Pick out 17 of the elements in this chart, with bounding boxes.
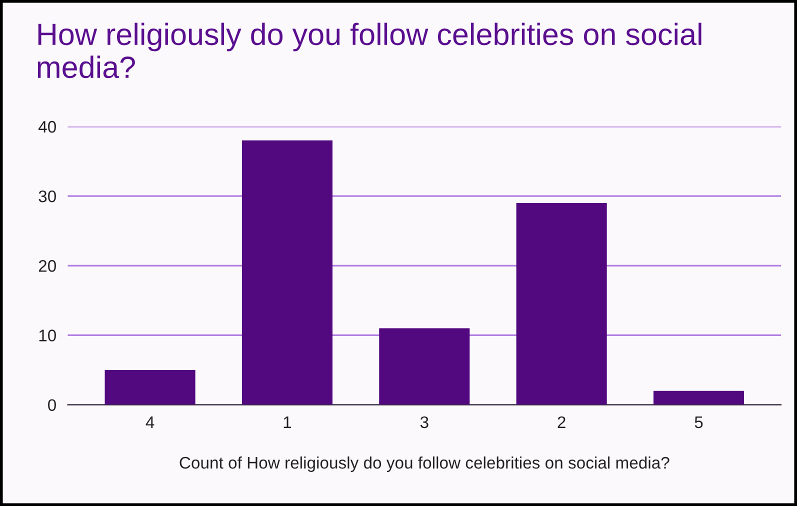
bar — [516, 203, 607, 405]
bar — [104, 370, 196, 405]
x-tick-label: 4 — [146, 416, 154, 428]
chart-title: How religiously do you follow celebrities on social media? — [38, 22, 702, 78]
bar — [653, 390, 744, 405]
bar — [379, 328, 470, 405]
y-tick-label: 30 — [38, 190, 56, 202]
x-tick-label: 3 — [420, 416, 428, 428]
bar — [242, 140, 332, 405]
y-tick-label: 40 — [38, 120, 56, 133]
x-tick-label: 2 — [558, 416, 566, 428]
y-tick-label: 0 — [48, 399, 56, 412]
y-tick-label: 10 — [39, 330, 56, 342]
x-tick-label: 1 — [284, 416, 292, 428]
x-tick-label: 5 — [694, 416, 703, 428]
y-tick-label: 20 — [38, 260, 56, 272]
x-axis-title: Count of How religiously do you follow celebrities on social media? — [180, 456, 670, 472]
